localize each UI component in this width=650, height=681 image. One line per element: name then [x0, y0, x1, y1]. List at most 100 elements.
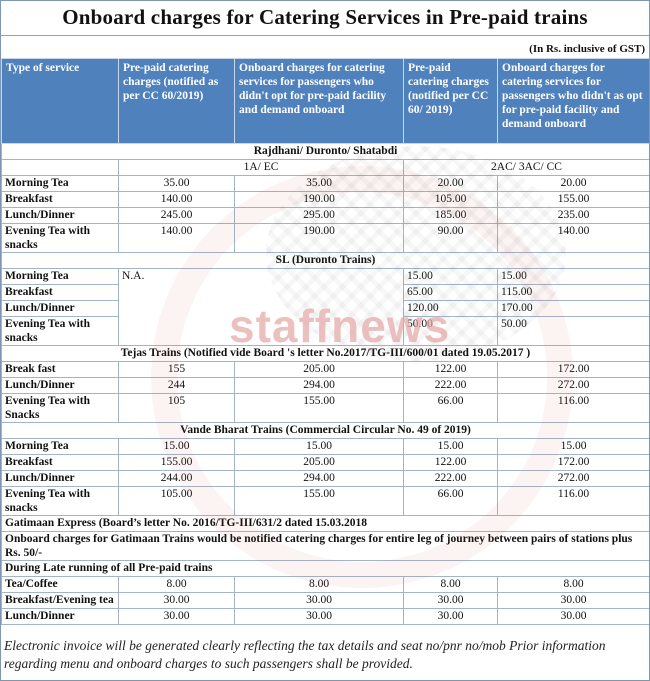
charge-value: 222.00 [403, 377, 498, 395]
service-label: Evening Tea with snacks [1, 316, 119, 347]
table-row: Lunch/Dinner 30.00 30.00 30.00 30.00 [1, 608, 649, 626]
class-subheader-row: 1A/ EC 2AC/ 3AC/ CC [1, 159, 649, 176]
section-header-tejas: Tejas Trains (Notified vide Board 's let… [1, 345, 649, 363]
charge-value: 15.00 [118, 438, 235, 456]
charge-value: 190.00 [234, 222, 404, 254]
charge-value: 90.00 [403, 222, 498, 254]
charge-value: 30.00 [403, 608, 498, 626]
service-label: Breakfast/Evening tea [1, 592, 119, 610]
section-header-vande-bharat: Vande Bharat Trains (Commercial Circular… [1, 422, 649, 440]
section-header-rajdhani: Rajdhani/ Duronto/ Shatabdi [1, 143, 649, 160]
service-label: Tea/Coffee [1, 576, 119, 594]
table-header-row: Type of service Pre-paid catering charge… [1, 58, 649, 144]
page-title: Onboard charges for Catering Services in… [1, 1, 649, 36]
col-header-onboard-2: Onboard charges for catering services fo… [497, 58, 649, 144]
section-title: Rajdhani/ Duronto/ Shatabdi [1, 143, 649, 160]
charge-value: 244.00 [118, 470, 235, 488]
service-label: Lunch/Dinner [1, 207, 119, 224]
charge-value: 8.00 [118, 576, 235, 594]
charge-value: 116.00 [497, 393, 649, 424]
charge-value: 272.00 [497, 470, 649, 488]
charge-value: 205.00 [234, 361, 404, 379]
service-label: Breakfast [1, 284, 119, 302]
table-row: Morning Tea 35.00 35.00 20.00 20.00 [1, 175, 649, 192]
charge-value: 105 [118, 393, 235, 424]
na-cell: N.A. [118, 268, 404, 347]
table-row: Breakfast 65.00 115.00 [1, 284, 649, 302]
table-row: Lunch/Dinner 245.00 295.00 185.00 235.00 [1, 207, 649, 224]
service-label: Lunch/Dinner [1, 608, 119, 626]
charge-value: 155.00 [234, 486, 404, 517]
charge-value: 172.00 [497, 454, 649, 472]
section-title: Gatimaan Express (Board’s letter No. 201… [1, 515, 649, 533]
charge-value: 8.00 [234, 576, 404, 594]
charge-value: 30.00 [118, 608, 235, 626]
service-label: Morning Tea [1, 438, 119, 456]
charge-value: 115.00 [497, 284, 649, 302]
table-row: Evening Tea with snacks 50.00 50.00 [1, 316, 649, 347]
table-row: Morning Tea 15.00 15.00 15.00 15.00 [1, 438, 649, 456]
service-label: Evening Tea with Snacks [1, 393, 119, 424]
table-row: Break fast 155 205.00 122.00 172.00 [1, 361, 649, 379]
charge-value: 8.00 [403, 576, 498, 594]
class-2ac-3ac-cc: 2AC/ 3AC/ CC [403, 159, 649, 176]
charge-value: 15.00 [497, 268, 649, 286]
table-row: Lunch/Dinner 244.00 294.00 222.00 272.00 [1, 470, 649, 488]
table-row: Breakfast/Evening tea 30.00 30.00 30.00 … [1, 592, 649, 610]
charge-value: 122.00 [403, 454, 498, 472]
charge-value: 185.00 [403, 207, 498, 224]
charge-value: 140.00 [118, 222, 235, 254]
gatimaan-note-row: Onboard charges for Gatimaan Trains woul… [1, 531, 649, 562]
class-1a-ec: 1A/ EC [118, 159, 404, 176]
charge-value: 222.00 [403, 470, 498, 488]
service-label: Breakfast [1, 454, 119, 472]
charge-value: 30.00 [234, 592, 404, 610]
charge-value: 105.00 [118, 486, 235, 517]
service-label: Evening Tea with snacks [1, 486, 119, 517]
charge-value: 155.00 [497, 191, 649, 208]
section-title: Tejas Trains (Notified vide Board 's let… [1, 345, 649, 363]
charge-value: 155.00 [234, 393, 404, 424]
charge-value: 122.00 [403, 361, 498, 379]
charge-value: 155 [118, 361, 235, 379]
charge-value: 30.00 [118, 592, 235, 610]
section-title: During Late running of all Pre-paid trai… [1, 560, 649, 578]
gst-note: (In Rs. inclusive of GST) [529, 43, 645, 55]
charge-value: 116.00 [497, 486, 649, 517]
charge-value: 65.00 [403, 284, 498, 302]
charge-value: 8.00 [497, 576, 649, 594]
col-header-prepaid-2: Pre-paid catering charges (notified per … [403, 58, 498, 144]
table-row: Evening Tea with snacks 140.00 190.00 90… [1, 222, 649, 254]
service-label: Lunch/Dinner [1, 300, 119, 318]
charge-value: 50.00 [403, 316, 498, 347]
service-label: Evening Tea with snacks [1, 222, 119, 254]
section-header-gatimaan: Gatimaan Express (Board’s letter No. 201… [1, 515, 649, 533]
table-row: Breakfast 155.00 205.00 122.00 172.00 [1, 454, 649, 472]
table-row: Evening Tea with snacks 105.00 155.00 66… [1, 486, 649, 517]
charge-value: 294.00 [234, 470, 404, 488]
table-row: Lunch/Dinner 120.00 170.00 [1, 300, 649, 318]
charge-value: 172.00 [497, 361, 649, 379]
charge-value: 15.00 [497, 438, 649, 456]
charge-value: 140.00 [497, 222, 649, 254]
section-header-sl: SL (Duronto Trains) [1, 252, 649, 270]
service-label: Lunch/Dinner [1, 377, 119, 395]
charge-value: 295.00 [234, 207, 404, 224]
charge-value: 190.00 [234, 191, 404, 208]
charge-value: 105.00 [403, 191, 498, 208]
service-label: Lunch/Dinner [1, 470, 119, 488]
charge-value: 244 [118, 377, 235, 395]
charge-value: 20.00 [403, 175, 498, 192]
section-title: SL (Duronto Trains) [1, 252, 649, 270]
footer-note: Electronic invoice will be generated cle… [4, 638, 606, 671]
charge-value: 35.00 [234, 175, 404, 192]
charge-value: 294.00 [234, 377, 404, 395]
charge-value: 30.00 [234, 608, 404, 626]
charge-value: 205.00 [234, 454, 404, 472]
service-label: Morning Tea [1, 175, 119, 192]
gatimaan-note: Onboard charges for Gatimaan Trains woul… [1, 531, 649, 562]
charge-value: 66.00 [403, 486, 498, 517]
table-row: Morning Tea N.A. 15.00 15.00 [1, 268, 649, 347]
table-row: Evening Tea with Snacks 105 155.00 66.00… [1, 393, 649, 424]
